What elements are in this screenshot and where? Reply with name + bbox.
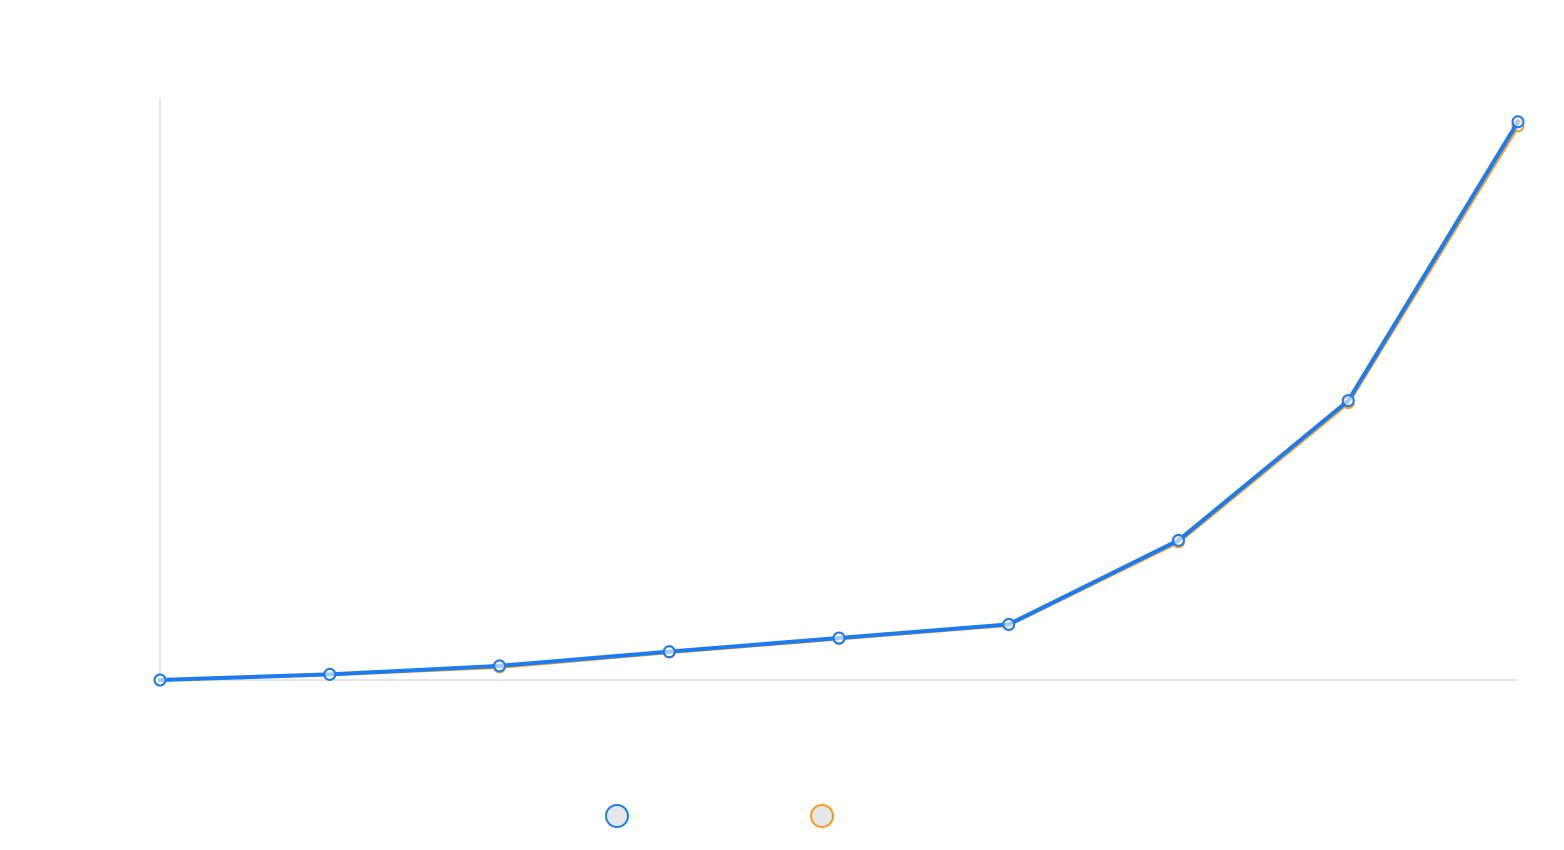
series-1-line bbox=[158, 119, 1520, 682]
series-0-line bbox=[158, 123, 1520, 682]
series-1-point-0 bbox=[153, 673, 167, 687]
series-1-point-5 bbox=[1002, 617, 1016, 631]
series-0 bbox=[153, 119, 1525, 687]
series-group bbox=[153, 115, 1525, 687]
legend-marker-0 bbox=[605, 804, 629, 828]
series-1-point-2 bbox=[493, 659, 506, 673]
legend bbox=[605, 804, 834, 828]
series-1-point-6 bbox=[1172, 533, 1185, 547]
legend-marker-1 bbox=[810, 804, 834, 828]
axes bbox=[159, 98, 1518, 681]
series-1-point-7 bbox=[1341, 394, 1355, 408]
series-1-point-3 bbox=[662, 645, 676, 659]
series-1 bbox=[153, 115, 1525, 687]
series-1-point-4 bbox=[832, 631, 846, 645]
series-1-point-1 bbox=[323, 667, 337, 681]
series-1-point-8 bbox=[1511, 115, 1525, 129]
